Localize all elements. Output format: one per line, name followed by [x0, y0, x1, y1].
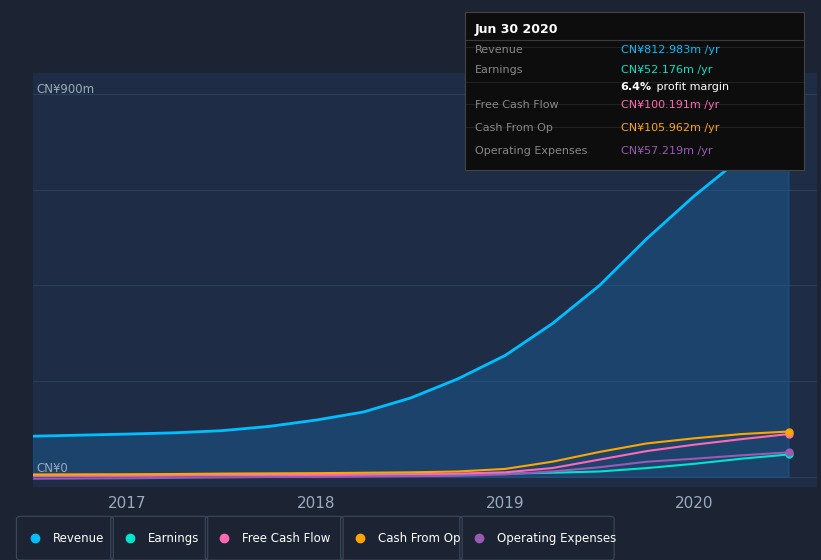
Text: Earnings: Earnings	[148, 531, 200, 545]
Text: CN¥0: CN¥0	[37, 462, 68, 475]
Text: profit margin: profit margin	[653, 82, 729, 91]
Text: Cash From Op: Cash From Op	[475, 123, 553, 133]
Text: Revenue: Revenue	[475, 45, 524, 55]
Text: CN¥900m: CN¥900m	[37, 83, 95, 96]
Text: CN¥105.962m /yr: CN¥105.962m /yr	[621, 123, 719, 133]
Text: Jun 30 2020: Jun 30 2020	[475, 23, 558, 36]
Text: Free Cash Flow: Free Cash Flow	[242, 531, 331, 545]
Text: CN¥812.983m /yr: CN¥812.983m /yr	[621, 45, 719, 55]
Text: Revenue: Revenue	[53, 531, 105, 545]
Text: Cash From Op: Cash From Op	[378, 531, 460, 545]
Text: Operating Expenses: Operating Expenses	[497, 531, 616, 545]
Text: CN¥100.191m /yr: CN¥100.191m /yr	[621, 100, 719, 110]
Text: 6.4%: 6.4%	[621, 82, 652, 91]
Text: CN¥57.219m /yr: CN¥57.219m /yr	[621, 146, 712, 156]
Text: Operating Expenses: Operating Expenses	[475, 146, 587, 156]
Text: CN¥52.176m /yr: CN¥52.176m /yr	[621, 65, 712, 75]
Text: Earnings: Earnings	[475, 65, 523, 75]
Text: Free Cash Flow: Free Cash Flow	[475, 100, 558, 110]
